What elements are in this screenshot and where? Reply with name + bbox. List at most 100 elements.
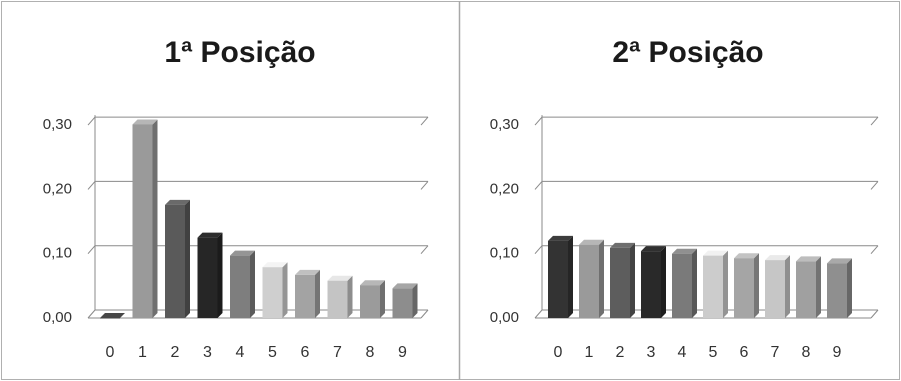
chart-title: 1ª Posição [164,36,315,69]
bar-9 [393,283,418,318]
x-tick-label: 6 [740,344,749,361]
y-tick-label: 0,20 [43,180,72,197]
bar-front [672,254,692,318]
bar-7 [765,255,790,318]
bar-2 [165,200,190,318]
x-tick-label: 4 [236,344,245,361]
bar-front [100,318,120,319]
gridline-depth [88,181,95,189]
bar-9 [827,258,852,318]
gridline-depth [421,117,428,125]
bar-side [185,200,190,318]
bar-side [348,276,353,318]
bar-7 [328,276,353,318]
bar-side [723,251,728,318]
bar-0 [548,236,573,318]
bar-side [218,233,223,318]
bar-side [250,251,255,318]
bar-side [630,243,635,318]
bar-front [360,285,380,318]
bar-side [380,280,385,318]
bar-front [263,267,283,318]
bar-8 [796,256,821,318]
bar-side [661,246,666,318]
y-tick-label: 0,00 [490,309,519,326]
x-tick-label: 8 [802,344,811,361]
bar-side [754,253,759,318]
y-tick-label: 0,00 [43,309,72,326]
bar-5 [703,251,728,318]
gridline-depth [421,310,428,318]
x-tick-label: 9 [398,344,407,361]
gridline-depth [871,246,878,254]
y-tick-label: 0,10 [43,245,72,262]
bar-side [315,270,320,318]
bar-5 [263,262,288,318]
y-tick-label: 0,20 [490,180,519,197]
x-tick-label: 3 [203,344,212,361]
bar-side [816,256,821,318]
x-tick-label: 2 [171,344,180,361]
x-tick-label: 1 [585,344,594,361]
bar-front [548,241,568,318]
gridline-depth [535,310,542,318]
x-tick-label: 4 [678,344,687,361]
bar-front [328,281,348,318]
bar-2 [610,243,635,318]
x-tick-label: 6 [301,344,310,361]
bar-front [133,124,153,318]
bar-4 [672,249,697,318]
x-tick-label: 0 [554,344,563,361]
gridline-depth [535,181,542,189]
bar-front [198,238,218,318]
bar-front [579,245,599,318]
bar-top [100,313,125,318]
chart-1a-posicao: 1ª Posição 0,00 0,10 0,20 0,30 0 1 2 3 4 5 6 7 8 9 [43,36,428,361]
bar-front [295,275,315,318]
x-tick-label: 9 [833,344,842,361]
bar-front [796,261,816,318]
x-tick-label: 0 [106,344,115,361]
bar-6 [734,253,759,318]
bar-side [599,240,604,318]
bar-side [568,236,573,318]
gridline-depth [88,310,95,318]
bar-front [734,258,754,318]
gridline-depth [421,246,428,254]
bar-front [610,248,630,318]
chart-title: 2ª Posição [612,36,763,69]
chart-2a-posicao: 2ª Posição 0,00 0,10 0,20 0,30 0 1 2 3 4 5 6 7 8 9 [490,36,878,361]
x-tick-label: 1 [138,344,147,361]
y-tick-label: 0,30 [43,116,72,133]
bar-side [413,283,418,318]
bar-1 [133,119,158,318]
x-tick-label: 5 [709,344,718,361]
x-tick-label: 5 [268,344,277,361]
bar-6 [295,270,320,318]
gridline-depth [421,181,428,189]
bar-front [765,260,785,318]
bar-3 [641,246,666,318]
gridline-depth [535,117,542,125]
bar-front [230,256,250,318]
gridline-depth [535,246,542,254]
bar-3 [198,233,223,318]
gridline-depth [871,310,878,318]
bar-side [692,249,697,318]
bar-1 [579,240,604,318]
bar-4 [230,251,255,318]
bar-8 [360,280,385,318]
gridline-depth [871,117,878,125]
gridline-depth [871,181,878,189]
gridline-depth [88,246,95,254]
bar-side [153,119,158,318]
x-tick-label: 2 [616,344,625,361]
bar-front [393,288,413,318]
x-tick-label: 8 [366,344,375,361]
bar-front [165,205,185,318]
bar-front [641,251,661,318]
x-tick-label: 3 [647,344,656,361]
gridline-depth [88,117,95,125]
y-tick-label: 0,10 [490,245,519,262]
